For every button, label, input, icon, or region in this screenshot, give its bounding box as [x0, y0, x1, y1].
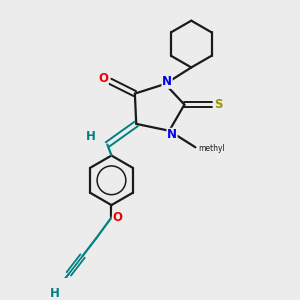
Text: N: N	[162, 75, 172, 88]
Text: methyl: methyl	[199, 144, 226, 153]
Text: H: H	[86, 130, 96, 143]
Text: N: N	[167, 128, 177, 141]
Text: S: S	[214, 98, 223, 111]
Text: O: O	[112, 211, 122, 224]
Text: O: O	[98, 72, 108, 85]
Text: H: H	[50, 287, 60, 300]
